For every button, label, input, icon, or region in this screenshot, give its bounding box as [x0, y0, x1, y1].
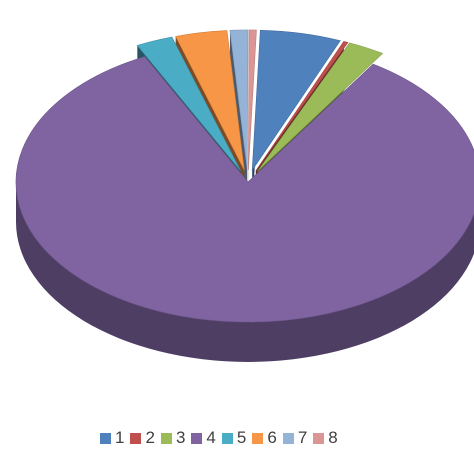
- legend-item-4: 4: [191, 428, 216, 448]
- legend-swatch-1: [100, 432, 111, 444]
- legend-swatch-8: [313, 432, 325, 444]
- legend-label-2: 2: [145, 428, 155, 447]
- legend-item-8: 8: [313, 428, 338, 448]
- pie-slice-5: [136, 36, 241, 171]
- pie-slice-4: [15, 56, 474, 323]
- legend-swatch-7: [282, 432, 294, 444]
- legend-item-1: 1: [100, 428, 124, 448]
- legend-item-5: 5: [221, 428, 247, 448]
- legend: 1 2 3 4 5 6 7 8: [100, 428, 338, 448]
- legend-label-8: 8: [328, 428, 338, 447]
- legend-label-3: 3: [175, 428, 186, 447]
- pie-slice-6: [175, 30, 245, 171]
- legend-swatch-4: [191, 432, 203, 444]
- pie-plot-area: [15, 29, 474, 362]
- pie-slice-3: [257, 42, 384, 172]
- legend-swatch-2: [130, 432, 142, 444]
- legend-swatch-5: [221, 432, 233, 444]
- legend-swatch-3: [160, 432, 172, 444]
- pie-slice-1: [251, 29, 341, 172]
- legend-label-7: 7: [297, 428, 308, 447]
- legend-item-7: 7: [282, 428, 308, 448]
- legend-label-1: 1: [115, 428, 125, 447]
- legend-item-3: 3: [160, 428, 186, 448]
- pie-slice-7: [229, 29, 249, 170]
- legend-item-6: 6: [252, 428, 277, 448]
- pie-side-4: [16, 182, 474, 362]
- legend-swatch-6: [252, 432, 264, 444]
- legend-label-6: 6: [267, 428, 277, 447]
- legend-item-2: 2: [130, 428, 155, 448]
- legend-label-5: 5: [236, 428, 247, 447]
- pie-slice-8: [248, 29, 257, 170]
- pie-slices: [15, 29, 474, 323]
- legend-label-4: 4: [206, 428, 216, 447]
- pie-slice-2: [255, 41, 349, 172]
